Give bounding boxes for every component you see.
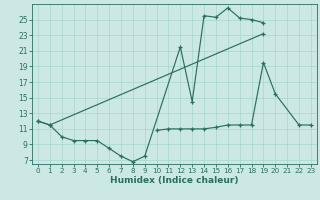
X-axis label: Humidex (Indice chaleur): Humidex (Indice chaleur)	[110, 176, 239, 185]
